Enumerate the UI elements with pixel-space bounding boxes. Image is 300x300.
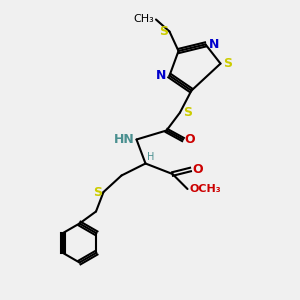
Text: S: S [93,185,102,199]
Text: HN: HN [114,133,135,146]
Text: OCH₃: OCH₃ [189,184,220,194]
Text: S: S [183,106,192,119]
Text: S: S [224,57,232,70]
Text: O: O [184,133,195,146]
Text: H: H [147,152,154,162]
Text: N: N [208,38,219,51]
Text: S: S [159,25,168,38]
Text: N: N [156,69,166,82]
Text: O: O [192,163,202,176]
Text: CH₃: CH₃ [134,14,154,25]
